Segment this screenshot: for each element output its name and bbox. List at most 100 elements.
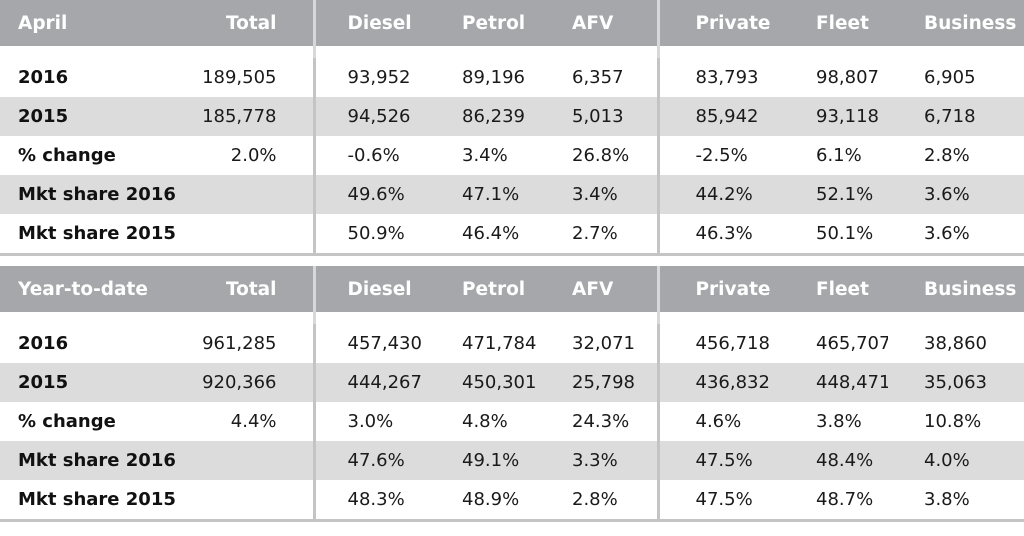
table-cell: [190, 175, 314, 214]
table-cell: 93,118: [780, 97, 888, 136]
table-cell: 44.2%: [656, 175, 780, 214]
column-header: AFV: [540, 266, 658, 312]
row-label: 2016: [18, 333, 69, 354]
table-cell: 50.9%: [312, 214, 430, 256]
table-cell: 471,784: [462, 333, 537, 354]
table-cell: 46.4%: [430, 214, 540, 256]
table-cell: 48.4%: [780, 441, 888, 480]
table-cell: 3.0%: [312, 402, 430, 441]
row-label: Mkt share 2016: [0, 175, 190, 214]
table-row: Mkt share 2015 50.9% 46.4% 2.7% 46.3% 50.1% 3.…: [0, 214, 1024, 256]
table-cell: 38,860: [924, 333, 987, 354]
column-header: Total: [190, 266, 314, 312]
table-cell: -0.6%: [312, 136, 430, 175]
table-cell: 2.7%: [540, 214, 658, 256]
table-cell: 47.5%: [656, 441, 780, 480]
table-cell: 3.6%: [888, 175, 1024, 214]
table-cell: 47.5%: [656, 480, 780, 522]
table-cell: 46.3%: [656, 214, 780, 256]
table-cell: 86,239: [430, 97, 540, 136]
table-cell: 456,718: [656, 324, 780, 363]
table-row: Mkt share 2015 48.3% 48.9% 2.8% 47.5% 48.7% 3.…: [0, 480, 1024, 522]
table-cell: 48.9%: [430, 480, 540, 522]
row-label: 2015: [0, 363, 190, 402]
table-cell: 444,267: [312, 363, 430, 402]
table-row: Mkt share 2016 47.6% 49.1% 3.3% 47.5% 48.4% 4.…: [0, 441, 1024, 480]
table-row: % change 4.4% 3.0% 4.8% 24.3% 4.6% 3.8% 10.8%: [0, 402, 1024, 441]
table-cell: 6.1%: [816, 145, 862, 166]
column-header: Diesel: [312, 0, 430, 46]
table-cell: 93,952: [312, 58, 430, 97]
year-to-date-table: Year-to-date Total Diesel Petrol AFV Private F…: [0, 266, 1024, 522]
table-cell: 2.0%: [230, 145, 277, 166]
table-cell: 10.8%: [924, 411, 982, 432]
table-cell: 94,526: [312, 97, 430, 136]
row-label: Mkt share 2015: [0, 214, 190, 256]
table-cell: 4.4%: [230, 411, 277, 432]
table-cell: -2.5%: [656, 136, 780, 175]
spacer-row: [0, 46, 1024, 58]
table-cell: 6,718: [888, 97, 1024, 136]
table-cell: 35,063: [888, 363, 1024, 402]
table-cell: 189,505: [202, 67, 277, 88]
table-cell: 457,430: [312, 324, 430, 363]
table-cell: 48.7%: [780, 480, 888, 522]
table-row: 2015 920,366 444,267 450,301 25,798 436,832 44…: [0, 363, 1024, 402]
table-cell: 465,707: [816, 333, 888, 354]
column-header: April: [0, 0, 190, 46]
table-cell: 89,196: [462, 67, 525, 88]
table-cell: 26.8%: [572, 145, 630, 166]
row-label: Mkt share 2016: [0, 441, 190, 480]
april-header-row: April Total Diesel Petrol AFV Private Fleet Bus…: [0, 0, 1024, 46]
table-cell: 49.1%: [430, 441, 540, 480]
table-cell: 961,285: [202, 333, 277, 354]
table-cell: 3.4%: [462, 145, 508, 166]
table-cell: 85,942: [656, 97, 780, 136]
column-header: Business: [888, 0, 1024, 46]
april-table: April Total Diesel Petrol AFV Private Fleet Bus…: [0, 0, 1024, 256]
table-cell: [190, 214, 314, 256]
table-cell: 2.8%: [540, 480, 658, 522]
table-cell: 32,071: [572, 333, 635, 354]
table-cell: 2.8%: [924, 145, 970, 166]
spacer-row: [0, 312, 1024, 324]
table-cell: 4.8%: [462, 411, 508, 432]
table-cell: 25,798: [540, 363, 658, 402]
column-header: Fleet: [780, 0, 888, 46]
column-header: Private: [656, 0, 780, 46]
table-cell: 4.6%: [656, 402, 780, 441]
table-cell: 448,471: [780, 363, 888, 402]
table-cell: 47.6%: [312, 441, 430, 480]
table-cell: 185,778: [190, 97, 314, 136]
table-cell: 52.1%: [780, 175, 888, 214]
table-cell: 6,905: [924, 67, 976, 88]
table-cell: 920,366: [190, 363, 314, 402]
column-header: Year-to-date: [0, 266, 190, 312]
table-cell: 98,807: [816, 67, 879, 88]
table-cell: 450,301: [430, 363, 540, 402]
table-cell: 4.0%: [888, 441, 1024, 480]
table-row: % change 2.0% -0.6% 3.4% 26.8% -2.5% 6.1% 2.8%: [0, 136, 1024, 175]
row-label: 2016: [18, 67, 69, 88]
table-cell: 3.6%: [888, 214, 1024, 256]
column-header: Private: [656, 266, 780, 312]
table-cell: 24.3%: [572, 411, 630, 432]
column-header: Diesel: [312, 266, 430, 312]
column-header: Total: [190, 0, 314, 46]
table-cell: 83,793: [656, 58, 780, 97]
row-label: % change: [18, 145, 116, 166]
table-cell: [190, 441, 314, 480]
table-cell: 49.6%: [312, 175, 430, 214]
table-cell: 47.1%: [430, 175, 540, 214]
column-header: Petrol: [430, 266, 540, 312]
table-row: 2016 961,285 457,430 471,784 32,071 456,718 46…: [0, 324, 1024, 363]
row-label: % change: [18, 411, 116, 432]
column-header: Business: [888, 266, 1024, 312]
column-header: Fleet: [780, 266, 888, 312]
table-row: 2015 185,778 94,526 86,239 5,013 85,942 93,118…: [0, 97, 1024, 136]
table-cell: 50.1%: [780, 214, 888, 256]
table-cell: [190, 480, 314, 522]
table-cell: 6,357: [572, 67, 624, 88]
table-cell: 5,013: [540, 97, 658, 136]
